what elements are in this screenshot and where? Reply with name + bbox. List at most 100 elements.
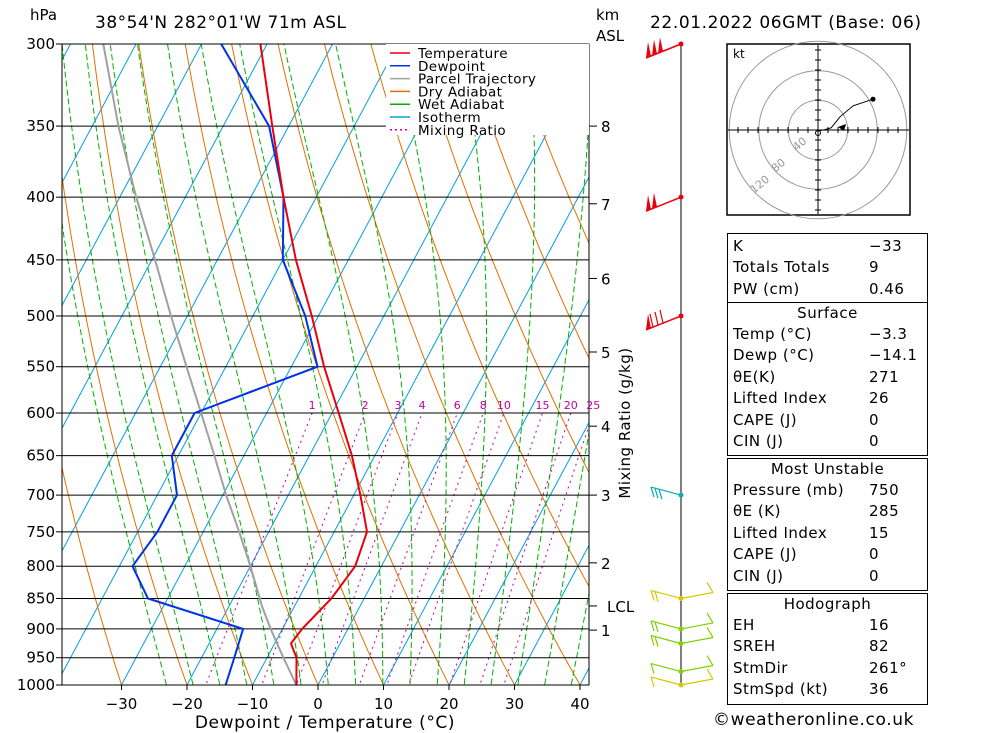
legend-label: Wet Adiabat [418, 97, 505, 113]
wet-adiabat-line [62, 44, 194, 685]
height-tick-label: 1 [601, 622, 611, 640]
isotherm-line [62, 44, 268, 430]
pressure-tick-label: 800 [26, 557, 55, 575]
mixing-ratio-label: 3 [395, 399, 402, 412]
wind-barb-shaft [645, 196, 682, 212]
wind-pennant [646, 42, 651, 58]
panel-row-value: −3.3 [869, 325, 908, 343]
dry-adiabat-line [138, 44, 319, 685]
isotherm-line [62, 44, 399, 675]
temperature-tick-label: −10 [237, 695, 269, 713]
height-tick-label: 7 [601, 196, 611, 214]
dry-adiabat-line [323, 44, 581, 685]
wind-feather [654, 488, 659, 499]
temperature-tick-label: −20 [171, 695, 203, 713]
hodograph-title: Hodograph [783, 595, 872, 613]
mixing-ratio-label: 20 [564, 399, 578, 412]
wind-barb-shaft [650, 486, 682, 496]
wind-barb-shaft [680, 636, 714, 645]
panel-row-value: 0.46 [869, 279, 905, 298]
panel-row-label: Temp (°C) [733, 325, 812, 343]
credit-text: ©weatheronline.co.uk [713, 710, 915, 730]
panel-row-label: CAPE (J) [733, 545, 798, 564]
panel-row-label: K [733, 237, 744, 255]
wind-feather [706, 668, 714, 680]
mixing-ratio-label: 1 [309, 399, 316, 412]
wind-profile [645, 37, 714, 688]
dewpoint-line [131, 44, 319, 685]
panel-row: Lifted Index 26 [728, 388, 927, 409]
panel-row-label: Lifted Index [733, 389, 828, 408]
wind-barb [645, 37, 682, 59]
wind-barb-shaft [650, 662, 682, 673]
wet-adiabat-line [394, 44, 447, 685]
panel-row-value: 16 [869, 616, 890, 634]
wind-barb-shaft [645, 43, 682, 59]
wet-adiabat-line [490, 44, 536, 685]
wet-adiabat-line [239, 44, 357, 685]
temperature-tick-label: 40 [570, 695, 589, 713]
storm-motion-marker [838, 124, 846, 131]
legend-label: Mixing Ratio [418, 123, 506, 139]
background-lines [62, 7, 1000, 711]
legend-background [386, 44, 589, 135]
hodograph-panel: Hodograph EH 16 SREH 82 StmDir 261° StmSpd (kt… [727, 593, 928, 705]
panel-row-label: SREH [733, 637, 776, 656]
pressure-tick-label: 300 [26, 35, 55, 53]
x-axis-label: Dewpoint / Temperature (°C) [195, 713, 455, 733]
dry-adiabat-line [953, 7, 1000, 711]
parcel-trajectory-line [102, 44, 298, 685]
wet-adiabat-line [200, 44, 329, 685]
panel-row-label: StmSpd (kt) [733, 680, 829, 699]
mixing-ratio-line [408, 412, 505, 685]
wind-barb [645, 309, 682, 331]
isotherm-line [382, 298, 589, 685]
wet-adiabat-line [62, 220, 168, 685]
pressure-tick-label: 1000 [17, 676, 55, 694]
panel-row: StmSpd (kt) 36 [728, 679, 927, 700]
temperature-tick-label: 0 [313, 695, 323, 713]
dry-adiabat-line [184, 44, 385, 685]
wind-feather [706, 582, 714, 593]
panel-row-label: CAPE (J) [733, 410, 798, 429]
wind-barb [650, 612, 714, 633]
dry-adiabat-line [509, 44, 589, 245]
panel-row-value: 82 [869, 637, 890, 656]
mixing-ratio-line [205, 412, 313, 685]
wind-barb-shaft [680, 591, 714, 600]
panel-row-value: 36 [869, 680, 890, 699]
wind-feather [658, 489, 663, 500]
panel-row-label: CIN (J) [733, 431, 784, 450]
height-tick-label: 2 [601, 555, 611, 573]
datetime-title: 22.01.2022 06GMT (Base: 06) [650, 13, 922, 33]
temperature-line [259, 44, 369, 685]
axes: 1 2 3 4 6 8 10 15 20 2530035040045050055060065070… [17, 35, 635, 713]
panel-row-value: 261° [869, 658, 908, 677]
height-tick-label: 8 [601, 118, 611, 136]
panel-row-label: CIN (J) [733, 566, 784, 585]
isotherm-line [448, 421, 589, 685]
panel-row: PW (cm) 0.46 [728, 279, 927, 300]
wind-barb-shaft [680, 664, 714, 673]
dry-adiabat-line [62, 173, 188, 685]
pressure-tick-label: 750 [26, 523, 55, 541]
wet-adiabat-line [84, 44, 221, 685]
panel-row-value: 26 [869, 389, 890, 408]
hodograph-unit-label: kt [733, 47, 745, 61]
isotherm-line [317, 176, 589, 685]
dry-adiabat-line [416, 44, 589, 474]
wind-feather [654, 636, 659, 647]
wind-feather [659, 309, 664, 324]
mixing-ratio-line [449, 412, 543, 685]
temperature-tick-label: 20 [439, 695, 458, 713]
wind-feather [650, 663, 655, 674]
isotherm-line [513, 544, 589, 685]
most-unstable-title: Most Unstable [770, 460, 885, 478]
panel-row-value: −33 [869, 237, 903, 255]
wind-barb-shaft [650, 620, 682, 630]
height-tick-label: LCL [607, 598, 635, 616]
most-unstable-panel: Most Unstable Pressure (mb) 750 θE (K) 285 L… [727, 458, 928, 591]
wind-pennant [652, 39, 657, 56]
